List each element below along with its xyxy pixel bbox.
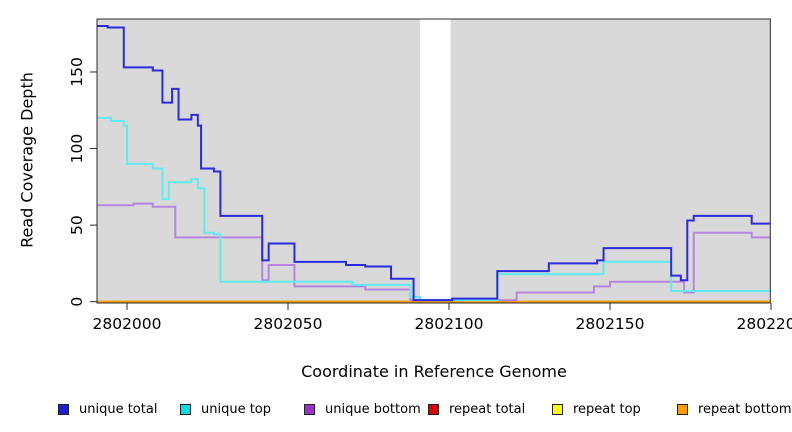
legend-swatch [58,404,69,415]
legend-swatch [304,404,315,415]
plot-border [96,18,771,304]
legend-item-repeat-bottom: repeat bottom [677,402,792,417]
x-tick-label: 2802150 [575,315,644,333]
legend-item-repeat-total: repeat total [428,402,525,417]
legend-label: repeat total [449,402,526,417]
legend-swatch [552,404,563,415]
x-tick-label: 2802000 [92,315,161,333]
legend-swatch [428,404,439,415]
y-tick-label: 0 [68,297,86,307]
legend-swatch [677,404,688,415]
x-tick-label: 2802100 [414,315,483,333]
x-tick-label: 2802050 [253,315,322,333]
y-tick-label: 50 [68,215,86,235]
legend-item-unique-top: unique top [180,402,271,417]
legend-item-repeat-top: repeat top [552,402,641,417]
legend-label: unique total [79,402,158,417]
coverage-gap [420,19,451,303]
legend: unique total unique top unique bottom repea… [0,402,792,420]
y-tick-label: 150 [68,57,86,87]
legend-item-unique-total: unique total [58,402,157,417]
y-axis-title: Read Coverage Depth [17,72,37,248]
legend-label: repeat top [573,402,641,417]
x-axis-title: Coordinate in Reference Genome [301,362,567,381]
legend-item-unique-bottom: unique bottom [304,402,421,417]
legend-label: unique bottom [325,402,421,417]
legend-swatch [180,404,191,415]
series-line-unique-total [97,25,771,302]
y-tick-label: 100 [68,134,86,164]
legend-label: repeat bottom [698,402,792,417]
legend-label: unique top [201,402,272,417]
series-line-unique-bottom [97,202,771,302]
